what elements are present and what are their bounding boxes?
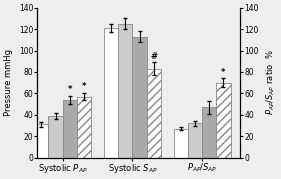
Y-axis label: $P_{AP}/S_{AP}$ ratio  %: $P_{AP}/S_{AP}$ ratio %: [264, 50, 277, 115]
Bar: [216, 83, 231, 158]
Bar: [174, 129, 188, 158]
Bar: [188, 123, 202, 158]
Y-axis label: Pressure mmHg: Pressure mmHg: [4, 49, 13, 116]
Bar: [132, 37, 147, 158]
Text: #: #: [150, 52, 157, 61]
Text: *: *: [221, 68, 226, 77]
Bar: [49, 116, 63, 158]
Bar: [34, 124, 49, 158]
Bar: [63, 100, 77, 158]
Bar: [147, 69, 161, 158]
Bar: [104, 28, 118, 158]
Bar: [77, 97, 91, 158]
Text: *: *: [68, 85, 72, 94]
Bar: [202, 107, 216, 158]
Bar: [118, 24, 132, 158]
Text: *: *: [82, 82, 86, 91]
